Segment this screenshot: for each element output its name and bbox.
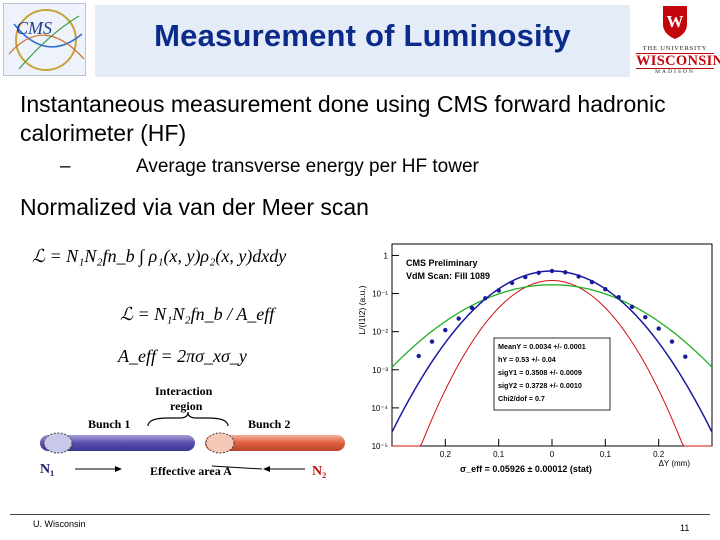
data-point — [656, 326, 661, 331]
stats-box — [493, 337, 611, 411]
bunch2-shape — [205, 435, 345, 451]
vdm-scan-plot: 1 10⁻¹ 10⁻² 10⁻³ 10⁻⁴ 10⁻⁵ 0.2 0.1 0 0.1 0.2 CMS … — [352, 240, 718, 476]
footer-divider — [10, 514, 710, 515]
bunch-collision-diagram: Interaction region Bunch 1 Bunch 2 N₁ Ef… — [30, 378, 355, 483]
cms-logo-text: CMS — [16, 18, 52, 38]
interaction-label: Interaction — [155, 384, 213, 398]
sub-bullet-text: Average transverse energy per HF tower — [136, 156, 479, 177]
data-point — [589, 279, 595, 285]
data-point — [443, 327, 448, 333]
data-point — [603, 287, 608, 292]
data-point — [616, 295, 621, 300]
y-tick-label: 10⁻⁵ — [372, 442, 388, 451]
y-tick-label: 10⁻² — [372, 328, 388, 337]
bunch1-area — [43, 432, 73, 454]
x-tick-label: 0 — [550, 450, 555, 459]
n1-label: N₁ — [40, 462, 54, 477]
x-tick-label: 0.1 — [493, 450, 505, 459]
data-point — [429, 339, 435, 344]
luminosity-formulas: ℒ = N₁N₂fn_b ∫ ρ₁(x, y)ρ₂(x, y)dxdy ℒ = … — [30, 228, 350, 398]
slide-title: Measurement of Luminosity — [154, 18, 571, 53]
data-point — [483, 296, 488, 301]
bunch2-area — [205, 432, 235, 454]
data-point — [549, 268, 555, 274]
stats-line: sigY1 = 0.3508 +/- 0.0009 — [498, 368, 582, 377]
sub-bullet-dash: – — [60, 156, 71, 177]
y-tick-label: 10⁻⁴ — [371, 404, 388, 413]
data-point — [469, 305, 475, 311]
plot-ylabel: L/(I1I2) (a.u.) — [357, 285, 367, 334]
x-tick-label: 0.2 — [440, 450, 452, 459]
data-point — [496, 288, 501, 293]
plot-sigma-eff: σ_eff = 0.05926 ± 0.00012 (stat) — [460, 464, 592, 474]
data-point — [683, 354, 688, 359]
uw-the-text: THE UNIVERSITY — [642, 45, 708, 52]
stats-line: hY = 0.53 +/- 0.04 — [498, 355, 556, 364]
uw-name-text: WISCONSIN — [636, 53, 720, 69]
page-number: 11 — [680, 523, 690, 533]
plot-xlabel: ΔY (mm) — [659, 459, 691, 468]
data-point — [629, 304, 635, 309]
title-band — [95, 5, 630, 77]
bunch1-shape — [40, 435, 195, 451]
fit-curve-gaussian2 — [391, 284, 713, 368]
cms-logo: CMS — [3, 3, 86, 76]
data-point — [576, 274, 581, 279]
data-point — [643, 315, 648, 320]
data-point — [536, 270, 541, 275]
stats-line: MeanY = 0.0034 +/- 0.0001 — [498, 342, 586, 351]
stats-line: Chi2/dof = 0.7 — [498, 394, 545, 403]
sub-bullet-energy: – Average transverse energy per HF tower — [60, 156, 479, 178]
bullet-instantaneous: Instantaneous measurement done using CMS… — [20, 91, 666, 146]
y-tick-label: 1 — [384, 251, 389, 260]
formula-luminosity-integral: ℒ = N₁N₂fn_b ∫ ρ₁(x, y)ρ₂(x, y)dxdy — [32, 246, 286, 267]
data-point — [456, 316, 461, 321]
x-tick-label: 0.1 — [600, 450, 612, 459]
fit-curve-gaussian1 — [392, 280, 712, 447]
bullet-vdm: Normalized via van der Meer scan — [20, 194, 369, 220]
x-tick-label: 0.2 — [653, 450, 665, 459]
bunch1-label: Bunch 1 — [88, 417, 130, 431]
formula-effective-area: A_eff = 2πσ_xσ_y — [117, 346, 247, 366]
data-point — [563, 270, 568, 275]
bunch2-label: Bunch 2 — [248, 417, 290, 431]
data-point — [509, 280, 515, 286]
stats-line: sigY2 = 0.3728 +/- 0.0010 — [498, 381, 582, 390]
formula-luminosity-effective: ℒ = N₁N₂fn_b / A_eff — [120, 304, 277, 324]
data-point — [416, 353, 421, 359]
data-point — [523, 274, 528, 280]
y-tick-label: 10⁻³ — [372, 366, 388, 375]
y-tick-label: 10⁻¹ — [372, 290, 388, 299]
data-point — [669, 339, 675, 344]
svg-text:W: W — [667, 12, 684, 31]
plot-subtitle: VdM Scan: Fill 1089 — [406, 271, 490, 281]
uw-crest-icon: W — [663, 6, 687, 39]
effective-area-label: Effective area A — [150, 464, 232, 478]
uw-madison-text: MADISON — [655, 69, 695, 75]
uw-logo: W THE UNIVERSITY WISCONSIN MADISON — [632, 4, 720, 76]
region-label: region — [170, 399, 203, 413]
footer-affiliation: U. Wisconsin — [33, 519, 86, 529]
n2-label: N₂ — [312, 464, 326, 479]
plot-title: CMS Preliminary — [406, 258, 478, 268]
